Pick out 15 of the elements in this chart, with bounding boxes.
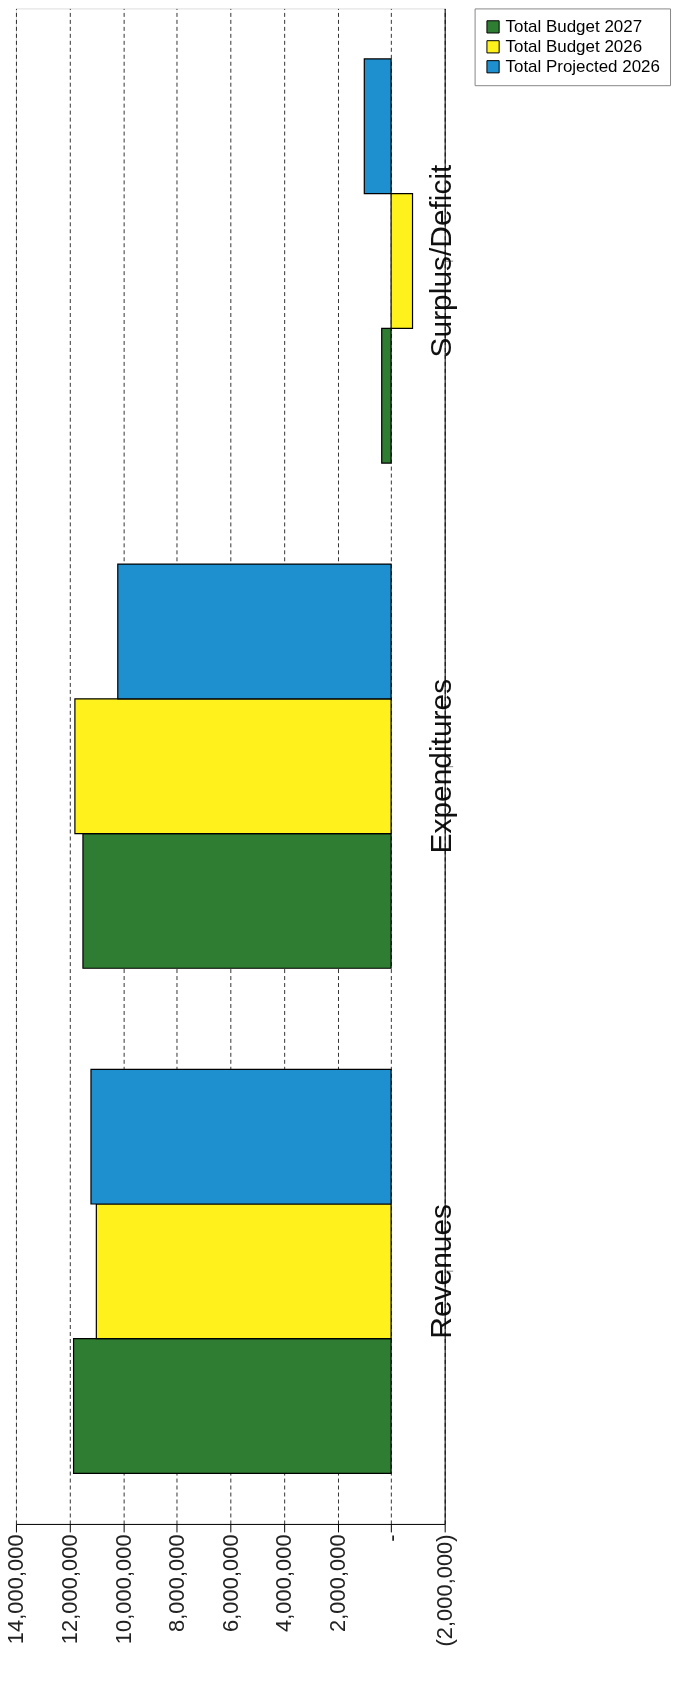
x-tick-label: 4,000,000: [271, 1534, 297, 1632]
legend-label: Total Budget 2027: [505, 16, 643, 36]
x-tick-label: 10,000,000: [110, 1534, 136, 1645]
x-tick-label: (2,000,000): [432, 1534, 458, 1647]
x-tick-label: -: [378, 1534, 404, 1542]
y-tick-label: Surplus/Deficit: [424, 163, 458, 358]
x-tick-label: 14,000,000: [3, 1534, 29, 1645]
legend-label: Total Budget 2026: [505, 36, 643, 56]
y-tick-label: Expenditures: [424, 678, 458, 854]
legend-label: Total Projected 2026: [505, 56, 660, 76]
x-tick-label: 6,000,000: [217, 1534, 243, 1632]
y-tick-label: Revenues: [424, 1204, 458, 1339]
x-tick-label: 2,000,000: [324, 1534, 350, 1632]
x-tick-label: 12,000,000: [57, 1534, 83, 1645]
x-tick-label: 8,000,000: [164, 1534, 190, 1632]
